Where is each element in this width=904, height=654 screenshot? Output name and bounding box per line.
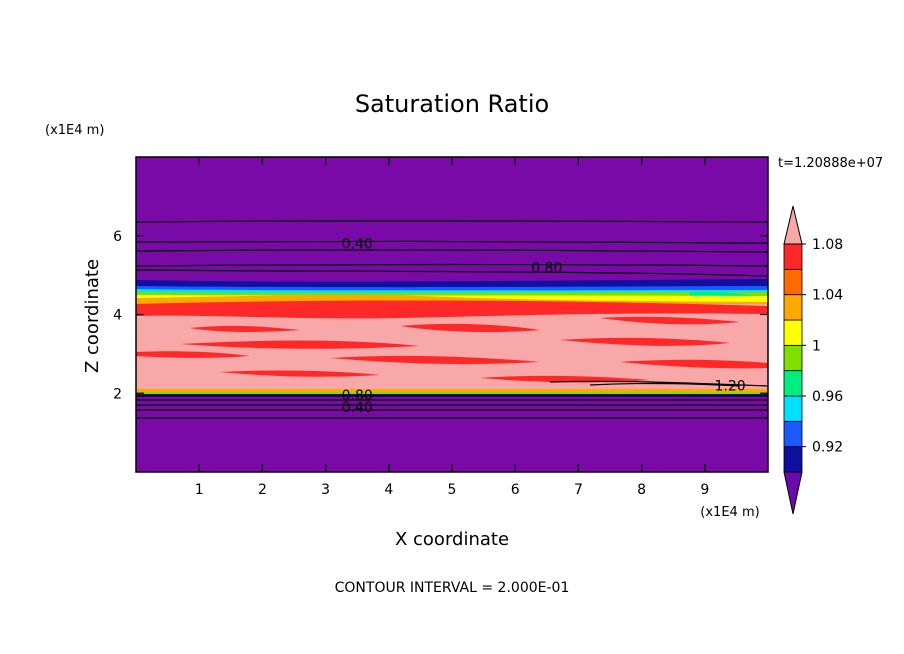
colorbar-swatch (783, 294, 803, 321)
x-tick-label: 4 (384, 482, 393, 498)
colorbar: 0.92 0.96 1 1.04 1.08 (783, 205, 843, 515)
colorbar-swatch (783, 395, 803, 422)
contour-label: 0.80 (531, 260, 562, 276)
contour-line (135, 249, 769, 253)
x-tick-label: 6 (511, 482, 520, 498)
x-tick-label: 3 (321, 482, 330, 498)
red-streak (190, 325, 300, 333)
contour-line (549, 380, 769, 387)
red-streak (136, 351, 250, 358)
colorbar-label: 1.08 (812, 237, 843, 253)
chart-title: Saturation Ratio (355, 90, 549, 118)
contour-line (135, 269, 769, 277)
colorbar-swatch (783, 268, 803, 296)
x-tick-label: 5 (448, 482, 457, 498)
x-tick-label: 9 (700, 482, 709, 498)
colorbar-swatch (783, 370, 803, 397)
y-tick-label: 4 (113, 308, 122, 324)
colorbar-under-triangle (783, 471, 803, 515)
contour-line (135, 220, 769, 223)
contour-label: 1.20 (714, 378, 745, 394)
colorbar-label: 0.96 (812, 389, 843, 405)
x-tick-label: 7 (574, 482, 583, 498)
contour-fill-bottom-green (136, 392, 768, 394)
contour-fill-bottom-orange (136, 389, 768, 392)
red-streak (400, 323, 540, 333)
contour-fill-108-top (136, 300, 768, 319)
colorbar-over-triangle (783, 205, 803, 245)
y-axis-title: Z coordinate (82, 259, 103, 373)
contour-label: 0.40 (342, 400, 373, 416)
x-axis-ticks: 1 2 3 4 5 6 7 8 9 (195, 157, 709, 498)
colorbar-swatch (783, 344, 803, 372)
colorbar-swatch (783, 243, 803, 270)
red-streak (620, 359, 768, 369)
time-label: t=1.20888e+07 (778, 156, 883, 171)
contour-line (135, 263, 769, 267)
contour-label: 0.40 (342, 237, 373, 253)
colorbar-label: 1.04 (812, 288, 843, 304)
contour-fill-bottom-blue (136, 394, 768, 396)
colorbar-label: 1 (812, 338, 821, 354)
contour-line (589, 382, 741, 387)
red-streak (220, 370, 380, 377)
x-tick-label: 2 (258, 482, 267, 498)
y-tick-label: 6 (113, 229, 122, 245)
contour-fill-110 (136, 304, 768, 392)
contour-label: 0.80 (342, 388, 373, 404)
x-tick-label: 8 (637, 482, 646, 498)
x-tick-label: 1 (195, 482, 204, 498)
y-unit-label: (x1E4 m) (45, 123, 104, 138)
colorbar-swatch (783, 319, 803, 346)
colorbar-swatch (783, 420, 803, 448)
y-axis-ticks: 2 4 6 (113, 229, 768, 402)
red-streak (600, 316, 740, 325)
red-streak (330, 355, 540, 365)
contour-lines (135, 220, 769, 419)
y-tick-label: 2 (113, 386, 122, 402)
contour-interval-footer: CONTOUR INTERVAL = 2.000E-01 (335, 580, 570, 596)
x-unit-label: (x1E4 m) (700, 505, 759, 520)
contour-line (135, 240, 769, 244)
colorbar-label: 0.92 (812, 440, 843, 456)
colorbar-swatch (783, 446, 803, 473)
contour-labels: 0.400.801.200.800.40 (342, 237, 746, 416)
red-streak (560, 337, 730, 346)
x-axis-title: X coordinate (395, 529, 509, 550)
red-streak (180, 340, 420, 349)
